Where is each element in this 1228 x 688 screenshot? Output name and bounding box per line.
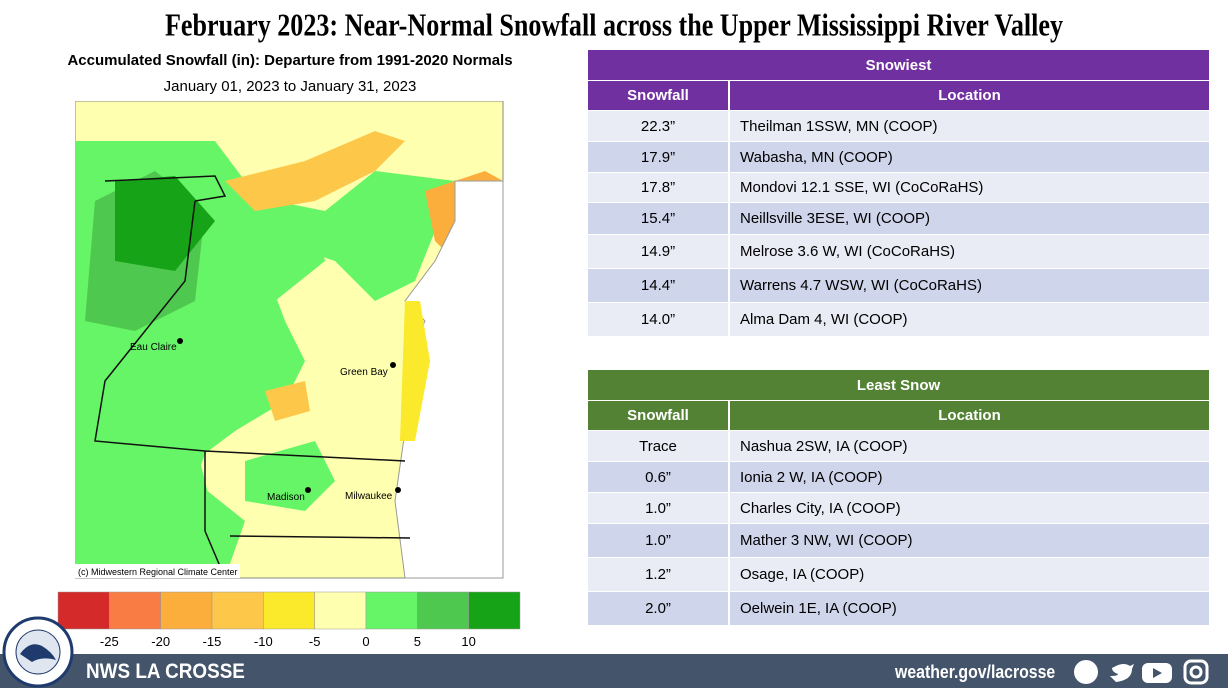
snowiest-table: Snowiest Snowfall Location 22.3” Theilman 1S… bbox=[588, 50, 1209, 338]
map-subtitle: January 01, 2023 to January 31, 2023 bbox=[163, 78, 417, 95]
column-header: Snowfall bbox=[588, 81, 728, 110]
legend-swatch bbox=[468, 591, 521, 630]
snowfall-cell: 1.2” bbox=[588, 558, 728, 591]
green-area bbox=[245, 441, 335, 511]
title-area: February 2023: Near-Normal Snowfall acro… bbox=[165, 6, 1063, 42]
snowfall-cell: 17.8” bbox=[588, 173, 728, 202]
nws-logo bbox=[2, 616, 74, 688]
footer-office: NWS LA CROSSE bbox=[86, 660, 245, 683]
snowfall-cell: 14.9” bbox=[588, 235, 728, 268]
snowfall-cell: 1.0” bbox=[588, 524, 728, 557]
legend-swatch bbox=[211, 591, 264, 630]
legend-swatch bbox=[263, 591, 315, 630]
legend-swatch bbox=[57, 591, 110, 630]
credit-box bbox=[75, 564, 240, 578]
city-dot bbox=[177, 338, 183, 344]
snowfall-cell: 14.0” bbox=[588, 303, 728, 336]
state-border bbox=[94, 175, 411, 579]
snowfall-cell: 15.4” bbox=[588, 203, 728, 234]
legend-label: -15 bbox=[203, 634, 222, 649]
legend-label: -5 bbox=[309, 634, 321, 649]
legend-swatch bbox=[365, 591, 418, 630]
location-cell: Wabasha, MN (COOP) bbox=[730, 142, 1209, 172]
social-icons bbox=[1074, 659, 1209, 685]
snowfall-cell: 1.0” bbox=[588, 493, 728, 523]
location-cell: Mather 3 NW, WI (COOP) bbox=[730, 524, 1209, 557]
legend-label: -10 bbox=[254, 634, 273, 649]
legend-label: 10 bbox=[461, 634, 475, 649]
city-label: Green Bay bbox=[340, 367, 388, 378]
column-header: Location bbox=[730, 81, 1209, 110]
snowfall-cell: 0.6” bbox=[588, 462, 728, 492]
city-dot bbox=[395, 487, 401, 493]
legend-swatch bbox=[160, 591, 213, 630]
legend-swatch bbox=[417, 591, 469, 630]
location-cell: Mondovi 12.1 SSE, WI (CoCoRaHS) bbox=[730, 173, 1209, 202]
city-label: Milwaukee bbox=[345, 491, 393, 502]
location-cell: Neillsville 3ESE, WI (COOP) bbox=[730, 203, 1209, 234]
map-credit: (c) Midwestern Regional Climate Center bbox=[78, 567, 238, 577]
city-label: Eau Claire bbox=[130, 342, 177, 353]
map-legend: -25 -20 -15 -10 -5 0 5 10 bbox=[57, 591, 521, 649]
legend-label: -20 bbox=[151, 634, 170, 649]
location-cell: Warrens 4.7 WSW, WI (CoCoRaHS) bbox=[730, 269, 1209, 302]
twitter-icon[interactable] bbox=[1110, 664, 1134, 682]
table-title: Least Snow bbox=[588, 370, 1209, 400]
logo-cloud bbox=[20, 644, 56, 662]
snowfall-cell: 2.0” bbox=[588, 592, 728, 625]
location-cell: Oelwein 1E, IA (COOP) bbox=[730, 592, 1209, 625]
dark-green-area bbox=[115, 176, 215, 271]
location-cell: Nashua 2SW, IA (COOP) bbox=[730, 431, 1209, 461]
legend-label: 0 bbox=[362, 634, 369, 649]
location-cell: Ionia 2 W, IA (COOP) bbox=[730, 462, 1209, 492]
location-cell: Osage, IA (COOP) bbox=[730, 558, 1209, 591]
location-cell: Charles City, IA (COOP) bbox=[730, 493, 1209, 523]
legend-swatch bbox=[314, 591, 367, 630]
youtube-play bbox=[1153, 668, 1162, 678]
column-header: Snowfall bbox=[588, 401, 728, 430]
map: Eau Claire Green Bay Madison Milwaukee (… bbox=[75, 101, 504, 579]
city-dot bbox=[305, 487, 311, 493]
location-cell: Theilman 1SSW, MN (COOP) bbox=[730, 111, 1209, 141]
snowfall-cell: 14.4” bbox=[588, 269, 728, 302]
facebook-icon[interactable] bbox=[1074, 660, 1098, 684]
yellow-area bbox=[265, 381, 310, 421]
snowfall-cell: 22.3” bbox=[588, 111, 728, 141]
column-header: Location bbox=[730, 401, 1209, 430]
instagram-icon[interactable] bbox=[1183, 659, 1209, 685]
snowfall-cell: 17.9” bbox=[588, 142, 728, 172]
legend-label: 5 bbox=[414, 634, 421, 649]
instagram-lens bbox=[1189, 665, 1203, 679]
legend-label: -25 bbox=[100, 634, 119, 649]
footer-url: weather.gov/lacrosse bbox=[895, 662, 1056, 682]
footer-bar: NWS LA CROSSE weather.gov/lacrosse bbox=[0, 654, 1228, 688]
yellow-area bbox=[400, 301, 430, 441]
page-title: February 2023: Near-Normal Snowfall acro… bbox=[165, 6, 1063, 42]
snowfall-cell: Trace bbox=[588, 431, 728, 461]
table-title: Snowiest bbox=[588, 50, 1209, 80]
location-cell: Melrose 3.6 W, WI (CoCoRaHS) bbox=[730, 235, 1209, 268]
city-label: Madison bbox=[267, 492, 305, 503]
city-dot bbox=[390, 362, 396, 368]
least-snow-table: Least Snow Snowfall Location Trace Nashua 2S… bbox=[588, 370, 1209, 627]
location-cell: Alma Dam 4, WI (COOP) bbox=[730, 303, 1209, 336]
orange-area bbox=[225, 131, 405, 211]
legend-swatch bbox=[109, 591, 161, 630]
map-title: Accumulated Snowfall (in): Departure fro… bbox=[67, 52, 513, 69]
